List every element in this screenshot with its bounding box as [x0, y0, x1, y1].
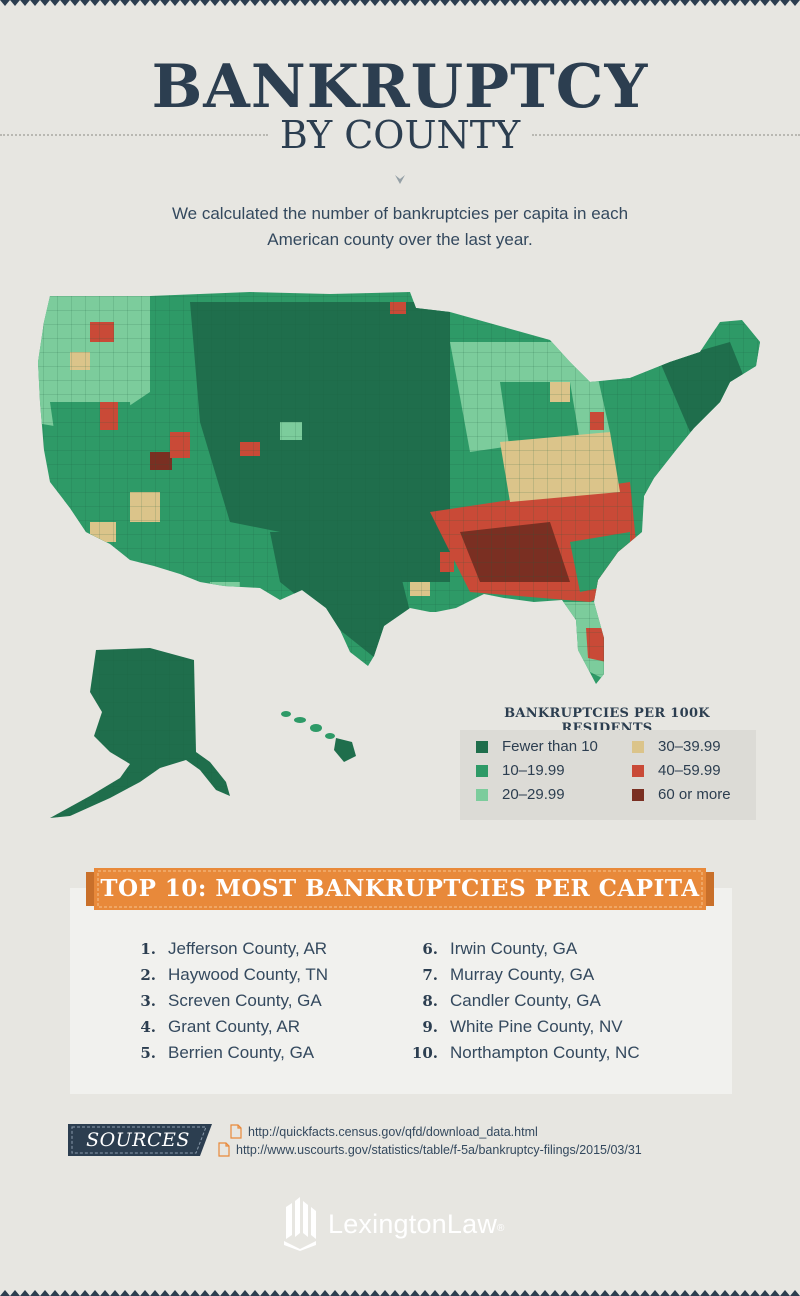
county-name: White Pine County, NV [450, 1017, 623, 1036]
county-name: Jefferson County, AR [168, 939, 328, 958]
brand-name: LexingtonLaw [328, 1208, 498, 1239]
document-icon [230, 1124, 242, 1139]
list-item: 10. Northampton County, NC [408, 1040, 640, 1066]
county-name: Screven County, GA [168, 991, 322, 1010]
list-item: 3. Screven County, GA [130, 988, 328, 1014]
page-subtitle: BY COUNTY [279, 113, 521, 157]
list-item: 8. Candler County, GA [408, 988, 640, 1014]
top10-list-left: 1. Jefferson County, AR 2. Haywood County,… [130, 936, 328, 1066]
legend-box: Fewer than 10 10–19.99 20–29.99 30–39.99… [460, 730, 756, 820]
top10-banner [86, 868, 714, 910]
hawaii-shape [281, 711, 356, 762]
legend-swatch [632, 740, 644, 753]
legend-swatch [476, 764, 488, 777]
legend-item-fewer-than-10: Fewer than 10 [476, 738, 598, 755]
chevron-down-icon [395, 175, 405, 184]
legend-item-20-29: 20–29.99 [476, 786, 565, 803]
county-name: Murray County, GA [450, 965, 595, 984]
legend-label: 60 or more [658, 786, 731, 803]
top10-list-right: 6. Irwin County, GA 7. Murray County, GA 8… [408, 936, 640, 1066]
legend-swatch [632, 788, 644, 801]
list-item: 6. Irwin County, GA [408, 936, 640, 962]
list-item: 7. Murray County, GA [408, 962, 640, 988]
county-name: Northampton County, NC [450, 1043, 640, 1062]
legend-item-40-59: 40–59.99 [632, 762, 721, 779]
legend-label: 10–19.99 [502, 762, 565, 779]
rank-number: 1. [140, 940, 156, 958]
rank-number: 5. [140, 1044, 156, 1062]
county-name: Irwin County, GA [450, 939, 578, 958]
list-item: 5. Berrien County, GA [130, 1040, 328, 1066]
top10-panel [70, 888, 732, 1094]
source-link-2[interactable]: http://www.uscourts.gov/statistics/table… [218, 1142, 642, 1157]
alaska-shape [50, 648, 230, 818]
rank-number: 10. [411, 1044, 438, 1062]
bottom-zigzag-border [0, 1288, 800, 1296]
legend-label: 30–39.99 [658, 738, 721, 755]
legend-item-30-39: 30–39.99 [632, 738, 721, 755]
list-item: 9. White Pine County, NV [408, 1014, 640, 1040]
top-zigzag-border [0, 0, 800, 8]
left-dotted-rule [0, 134, 268, 136]
document-icon [218, 1142, 230, 1157]
legend-item-60-or-more: 60 or more [632, 786, 731, 803]
rank-number: 9. [422, 1018, 438, 1036]
rank-number: 4. [140, 1018, 156, 1036]
list-item: 1. Jefferson County, AR [130, 936, 328, 962]
county-name: Grant County, AR [168, 1017, 300, 1036]
rank-number: 3. [140, 992, 156, 1010]
right-dotted-rule [532, 134, 800, 136]
county-name: Berrien County, GA [168, 1043, 315, 1062]
list-item: 2. Haywood County, TN [130, 962, 328, 988]
lexington-law-mark-icon [284, 1197, 316, 1251]
page-title: BANKRUPTCY [151, 52, 649, 122]
rank-number: 7. [422, 966, 438, 984]
lexington-law-logo: LexingtonLaw ® [282, 1196, 522, 1252]
legend-label: Fewer than 10 [502, 738, 598, 755]
source-link-1[interactable]: http://quickfacts.census.gov/qfd/downloa… [230, 1124, 538, 1139]
sources-tag [68, 1124, 212, 1156]
map-legend: BANKRUPTCIES PER 100K RESIDENTS Fewer th… [458, 706, 756, 820]
subtitle-row: BY COUNTY [0, 112, 800, 158]
legend-swatch [632, 764, 644, 777]
legend-swatch [476, 740, 488, 753]
legend-label: 40–59.99 [658, 762, 721, 779]
legend-item-10-19: 10–19.99 [476, 762, 565, 779]
list-item: 4. Grant County, AR [130, 1014, 328, 1040]
sources-label: SOURCES [86, 1129, 190, 1151]
brand-registered-mark: ® [497, 1222, 505, 1234]
county-name: Candler County, GA [450, 991, 601, 1010]
rank-number: 6. [422, 940, 438, 958]
source-url[interactable]: http://www.uscourts.gov/statistics/table… [236, 1142, 642, 1157]
legend-label: 20–29.99 [502, 786, 565, 803]
us-county-choropleth-map [38, 292, 760, 818]
legend-swatch [476, 788, 488, 801]
rank-number: 2. [140, 966, 156, 984]
source-url[interactable]: http://quickfacts.census.gov/qfd/downloa… [248, 1124, 538, 1139]
intro-text: We calculated the number of bankruptcies… [171, 204, 629, 249]
rank-number: 8. [422, 992, 438, 1010]
top10-title: TOP 10: MOST BANKRUPTCIES PER CAPITA [100, 875, 700, 902]
county-name: Haywood County, TN [168, 965, 328, 984]
